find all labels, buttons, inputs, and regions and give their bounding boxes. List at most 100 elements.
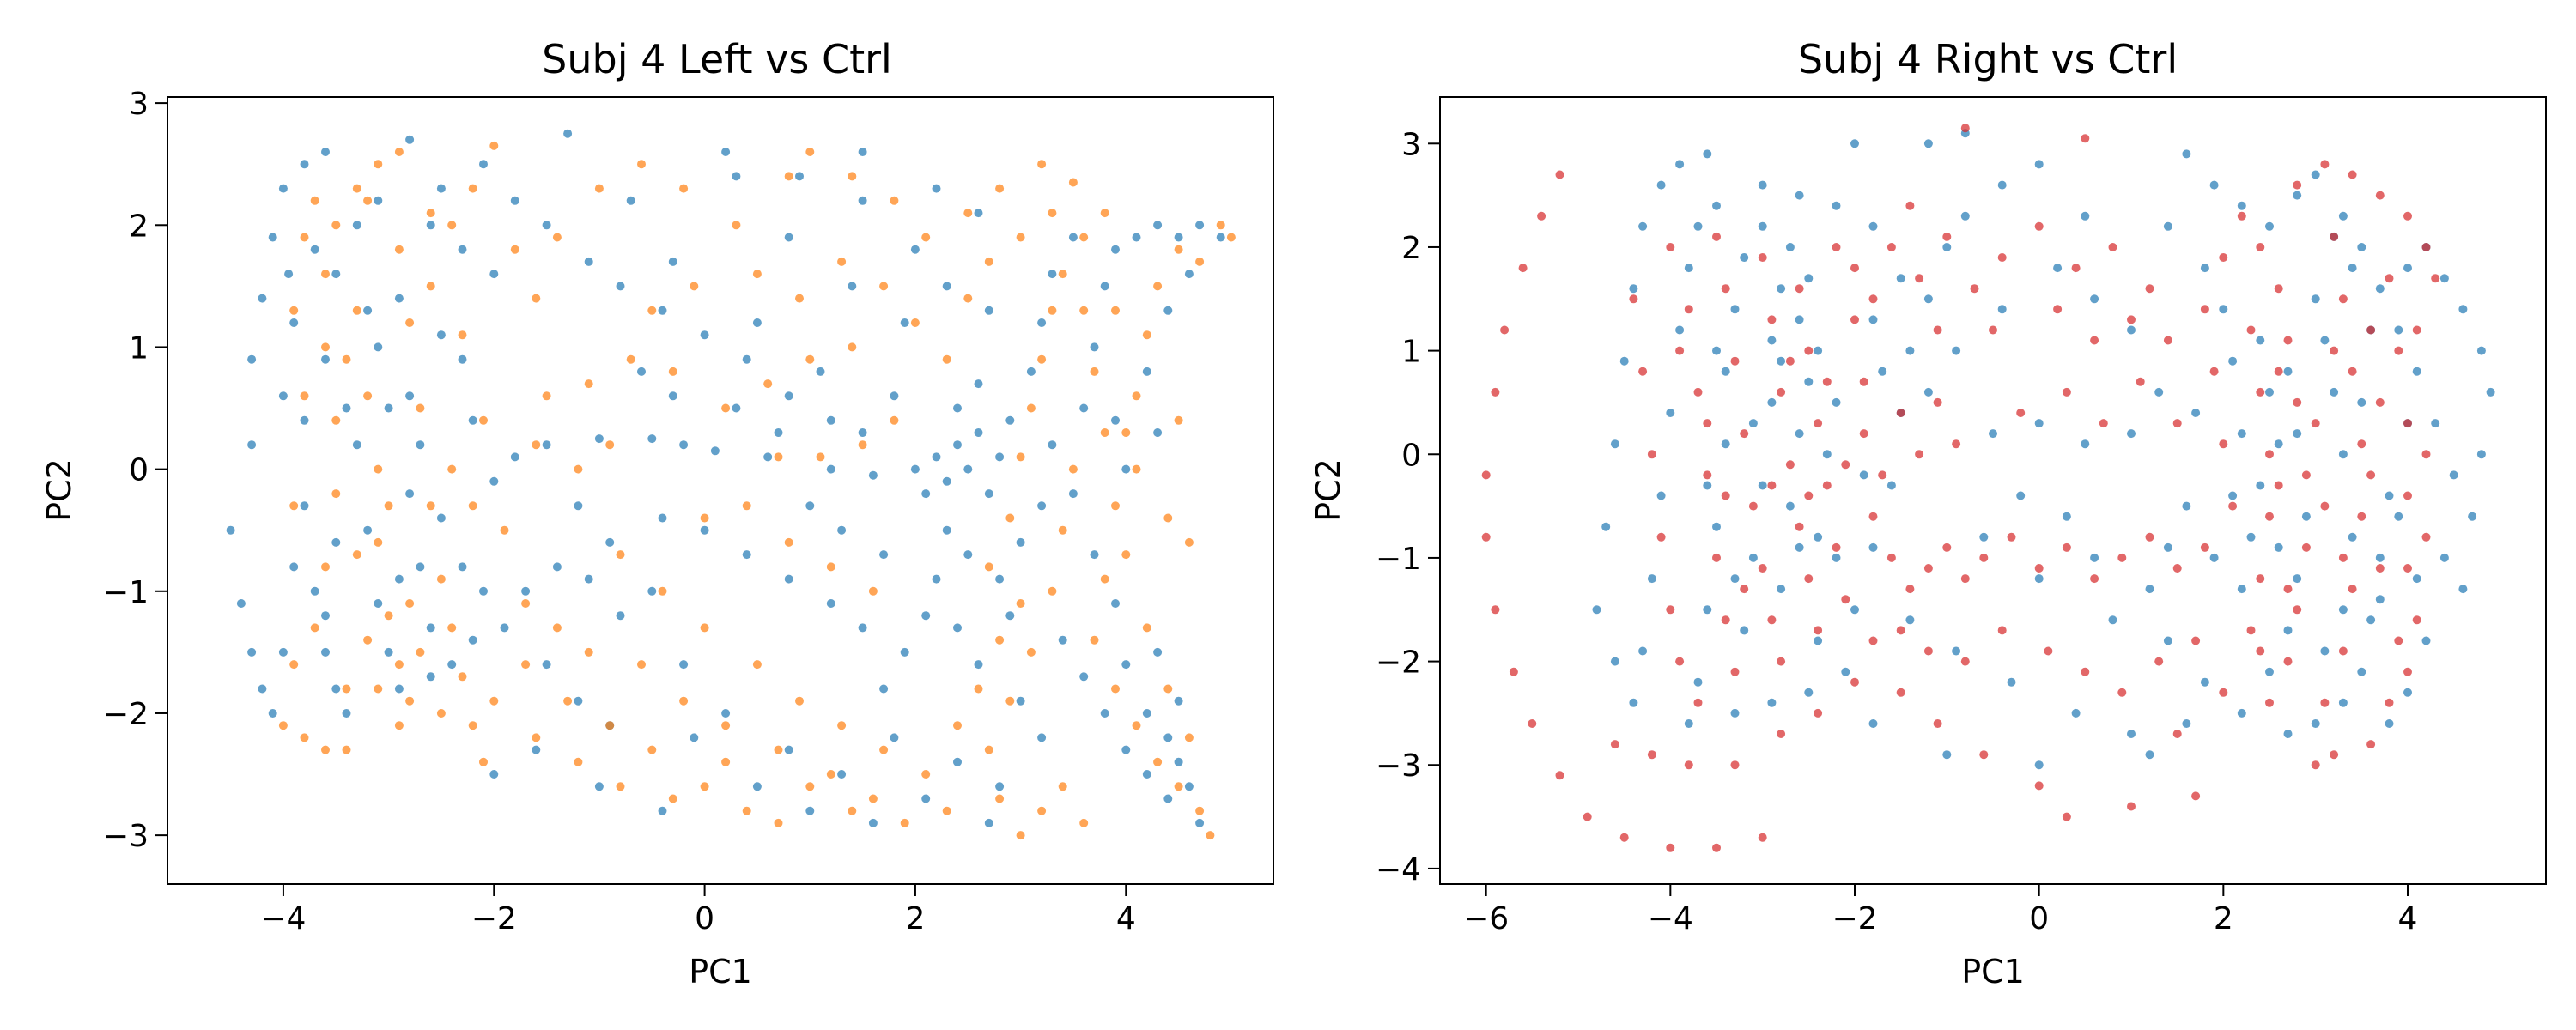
right-data-point [2228,356,2238,366]
right-data-point [2136,377,2145,386]
right-data-point [1592,605,1601,615]
right-data-point [2071,264,2081,273]
left-data-point [300,415,309,425]
right-data-point [1656,491,1666,500]
left-data-point [700,525,709,535]
right-data-point [1583,812,1592,821]
right-data-point [2394,325,2403,335]
right-data-point [1684,264,1693,273]
right-data-point [2246,325,2256,335]
right-data-point [2283,730,2293,738]
left-data-point [921,489,931,499]
left-data-point [742,806,751,815]
right-data-point [2034,574,2044,584]
right-data-point [1923,139,1933,148]
left-data-point [910,464,920,474]
right-y-tick-label: 2 [1401,231,1421,266]
right-data-point [1767,336,1777,345]
left-data-point [532,294,541,303]
left-data-point [668,794,677,803]
left-data-point [374,160,383,169]
left-data-point [721,721,731,730]
right-data-point [2090,553,2099,562]
left-data-point [532,440,541,450]
left-data-point [784,233,793,242]
left-data-point [868,586,878,596]
right-data-point [1933,719,1942,728]
right-data-point [2403,491,2412,500]
left-data-point [321,647,330,657]
left-y-tick-label: −3 [103,819,149,854]
left-data-point [468,501,477,511]
left-data-point [963,550,973,560]
left-data-point [284,270,294,279]
right-data-point [2385,698,2394,707]
left-data-point [1111,684,1120,694]
right-data-point [1601,522,1611,531]
right-data-point [2081,667,2090,676]
right-data-point [2228,501,2238,511]
right-data-point [2127,730,2136,738]
right-data-point [1960,211,1970,221]
right-axis-ticks: −6 −4 −2 0 2 4 −4 −3 −2 −1 0 1 2 3 [1376,127,2418,936]
right-x-tick-label: 4 [2398,901,2418,936]
right-data-point [2439,553,2449,562]
right-data-point [2099,419,2108,428]
left-data-point [774,818,783,827]
right-data-point [1923,387,1933,397]
right-data-point [1886,481,1896,490]
left-data-point [1153,647,1163,657]
right-data-point [1814,626,1823,635]
left-data-point [532,745,541,754]
right-data-point [2348,585,2357,594]
left-data-point [1121,464,1131,474]
left-data-point [953,721,962,730]
left-data-point [742,550,751,560]
right-data-point [1795,315,1804,324]
left-data-point [321,354,330,364]
left-y-tick-label: −1 [103,575,149,610]
right-data-point [2200,305,2209,314]
right-data-point [1905,346,1915,355]
right-data-point [1656,180,1666,190]
right-data-point [2366,325,2376,335]
left-data-point [1090,342,1099,352]
left-data-point [394,684,404,694]
right-data-point [1814,532,1823,542]
left-data-point [489,696,499,706]
right-data-point [1528,719,1537,728]
left-data-point [1016,233,1025,242]
left-data-point [974,379,983,389]
right-data-point [2200,677,2209,687]
left-data-point [1184,537,1194,547]
right-data-point [2108,243,2117,251]
right-data-point [1666,605,1675,615]
left-data-point [1153,282,1163,291]
right-data-point [2421,636,2431,645]
left-data-point [574,696,583,706]
right-data-point [2394,636,2403,645]
right-data-point [1795,542,1804,552]
left-data-point [363,196,373,205]
left-data-point [658,586,667,596]
right-data-point [2293,574,2302,584]
left-data-point [374,464,383,474]
right-data-point [1868,221,1878,231]
left-data-point [289,306,299,315]
right-data-point [1703,419,1712,428]
right-y-tick-label: 3 [1401,127,1421,162]
left-data-point [910,318,920,327]
right-data-point [1822,377,1832,386]
left-data-point [521,660,531,670]
right-data-point [1850,605,1859,615]
right-data-point [2127,802,2136,811]
right-data-point [2191,636,2201,645]
left-y-tick-label: 1 [129,330,149,366]
right-data-point [2385,491,2394,500]
left-data-point [1111,599,1120,608]
left-data-point [426,672,435,682]
left-data-point [974,209,983,218]
right-data-point [1960,124,1970,133]
right-data-point [1730,574,1740,584]
right-data-point [1868,315,1878,324]
